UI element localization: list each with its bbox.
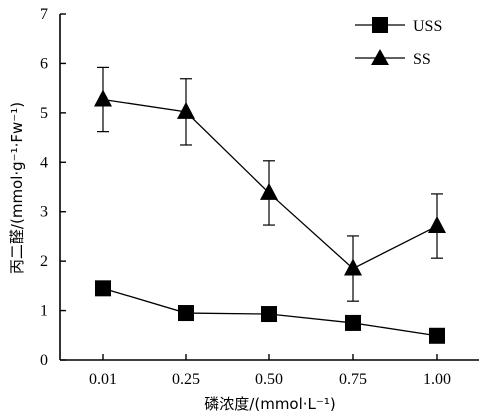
x-tick-label: 1.00 <box>423 371 451 388</box>
series-uss <box>95 280 445 344</box>
y-tick-label: 4 <box>40 154 48 171</box>
data-point-ss <box>428 216 446 234</box>
data-point-uss <box>95 280 111 297</box>
x-tick-label: 0.25 <box>172 371 200 388</box>
x-ticks: 0.01 0.25 0.50 0.75 1.00 <box>89 354 451 388</box>
legend: USS SS <box>355 17 442 68</box>
data-point-uss <box>429 327 445 344</box>
x-tick-label: 0.50 <box>255 371 283 388</box>
legend-marker-square <box>372 17 388 33</box>
y-tick-label: 1 <box>40 303 48 320</box>
y-tick-label: 3 <box>40 204 48 221</box>
y-tick-label: 0 <box>40 352 48 369</box>
y-tick-label: 6 <box>40 55 48 72</box>
legend-label-uss: USS <box>413 18 442 35</box>
legend-item-ss: SS <box>355 49 431 68</box>
y-axis-title: 丙二醛/(mmol·g⁻¹·Fw⁻¹) <box>8 102 26 274</box>
y-tick-label: 2 <box>40 253 48 270</box>
legend-marker-triangle <box>371 49 389 65</box>
y-tick-label: 7 <box>40 6 48 23</box>
data-point-uss <box>261 306 277 323</box>
data-point-ss <box>260 182 278 200</box>
plot-area: 0 1 2 3 4 5 6 7 0.01 0.25 0.50 0.75 1.00 <box>40 6 479 388</box>
legend-label-ss: SS <box>413 51 431 68</box>
x-axis-title: 磷浓度/(mmol·L⁻¹) <box>204 395 335 413</box>
data-point-uss <box>345 314 361 331</box>
data-point-uss <box>178 305 194 322</box>
series-ss <box>94 66 446 302</box>
data-point-ss <box>177 101 195 119</box>
y-ticks: 0 1 2 3 4 5 6 7 <box>40 6 66 369</box>
data-point-ss <box>344 258 362 276</box>
x-tick-label: 0.01 <box>89 371 117 388</box>
legend-item-uss: USS <box>355 17 442 35</box>
series-layer <box>94 66 446 344</box>
x-tick-label: 0.75 <box>339 371 367 388</box>
series-line-ss <box>102 98 438 270</box>
data-point-ss <box>94 89 112 107</box>
y-tick-label: 5 <box>40 105 48 122</box>
